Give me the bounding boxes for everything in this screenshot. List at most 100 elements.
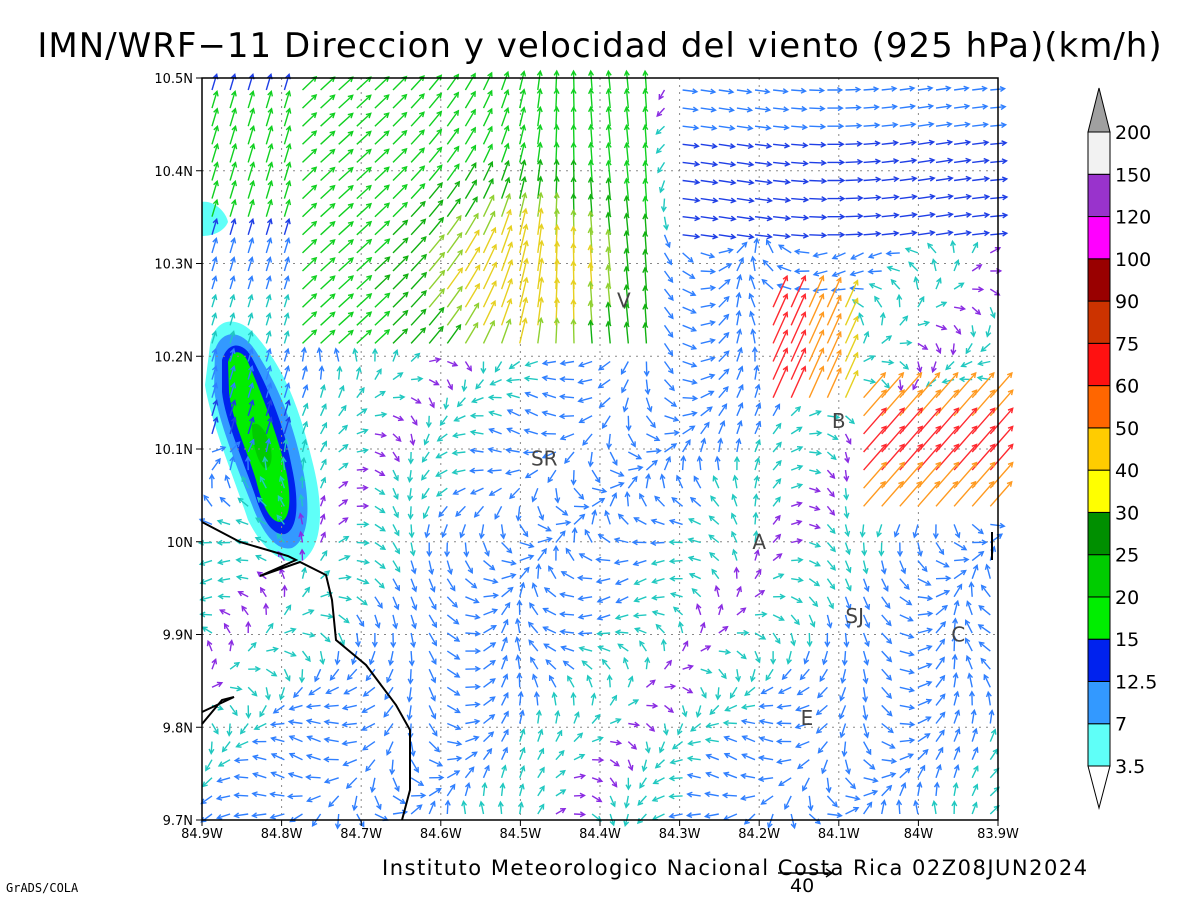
wind-arrow <box>229 347 236 362</box>
wind-arrow <box>591 497 606 507</box>
wind-arrow <box>597 360 611 371</box>
wind-arrow <box>917 748 929 761</box>
wind-arrow <box>896 799 903 815</box>
wind-arrow <box>356 503 370 510</box>
wind-arrow <box>960 360 973 368</box>
wind-arrow <box>663 379 675 392</box>
wind-arrow <box>845 104 862 111</box>
wind-arrow <box>547 469 557 484</box>
wind-arrow <box>208 473 215 489</box>
wind-arrow <box>790 365 807 398</box>
wind-arrow <box>245 620 252 634</box>
wind-arrow <box>533 691 540 706</box>
wind-arrow <box>844 542 851 556</box>
wind-arrow <box>732 474 739 489</box>
x-tick-label: 84W <box>904 827 934 842</box>
wind-arrow <box>301 365 308 380</box>
wind-arrow <box>356 614 365 628</box>
wind-arrow <box>826 330 842 362</box>
wind-arrow <box>536 87 543 109</box>
wind-arrow <box>917 211 936 218</box>
wind-arrow <box>548 674 557 688</box>
wind-arrow <box>776 264 792 272</box>
wind-arrow <box>446 578 456 592</box>
wind-arrow <box>424 524 431 539</box>
wind-arrow <box>669 591 683 598</box>
wind-arrow <box>605 69 612 91</box>
wind-arrow <box>247 416 255 435</box>
wind-arrow <box>211 382 218 398</box>
wind-arrow <box>772 632 781 645</box>
wind-arrow <box>241 475 249 489</box>
wind-arrow <box>559 376 575 383</box>
wind-arrow <box>935 301 948 308</box>
wind-arrow <box>301 420 309 435</box>
wind-arrow <box>862 596 871 611</box>
wind-arrow <box>229 72 237 91</box>
wind-arrow <box>654 759 665 769</box>
wind-arrow <box>211 72 219 91</box>
wind-arrow <box>700 106 717 113</box>
wind-arrow <box>519 223 529 254</box>
wind-arrow <box>247 161 256 181</box>
wind-arrow <box>646 433 661 442</box>
wind-arrow <box>668 793 683 800</box>
wind-arrow <box>989 480 1013 507</box>
wind-arrow <box>392 451 400 463</box>
wind-arrow <box>760 795 774 805</box>
wind-arrow <box>791 214 810 221</box>
wind-arrow <box>773 233 792 240</box>
wind-arrow <box>570 318 577 344</box>
wind-arrow <box>642 230 649 253</box>
wind-arrow <box>559 433 575 441</box>
wind-arrow <box>862 741 872 756</box>
wind-arrow <box>390 632 397 649</box>
wind-arrow <box>723 752 738 761</box>
wind-arrow <box>605 87 612 109</box>
wind-arrow <box>253 722 267 731</box>
wind-arrow <box>374 184 390 200</box>
wind-arrow <box>428 216 445 236</box>
wind-arrow <box>968 581 975 597</box>
wind-arrow <box>754 142 773 149</box>
wind-arrow <box>365 668 376 682</box>
wind-arrow <box>410 183 426 200</box>
wind-arrow <box>278 687 286 701</box>
wind-arrow <box>338 130 354 145</box>
y-tick-label: 10.4N <box>154 165 193 180</box>
wind-arrow <box>772 365 789 398</box>
wind-arrow <box>428 92 443 109</box>
wind-arrow <box>588 105 595 127</box>
wind-arrow <box>844 433 852 445</box>
wind-arrow <box>374 202 391 218</box>
wind-arrow <box>718 179 737 186</box>
wind-arrow <box>356 256 373 272</box>
wind-arrow <box>441 524 448 539</box>
wind-arrow <box>621 379 629 394</box>
wind-arrow <box>464 126 476 145</box>
wind-arrow <box>489 378 502 386</box>
wind-arrow <box>447 740 463 747</box>
colorbar-segment <box>1087 554 1111 598</box>
wind-arrow <box>247 90 255 109</box>
wind-arrow <box>778 777 792 787</box>
wind-arrow <box>500 208 512 236</box>
wind-arrow <box>899 175 918 182</box>
wind-arrow <box>535 563 542 579</box>
wind-arrow <box>682 124 700 131</box>
wind-arrow <box>917 644 933 652</box>
wind-arrow <box>596 596 611 603</box>
wind-arrow <box>537 728 544 742</box>
wind-arrow <box>736 273 743 290</box>
wind-arrow <box>874 295 883 308</box>
wind-arrow <box>989 461 1014 489</box>
wind-arrow <box>686 791 701 798</box>
wind-arrow <box>392 542 400 555</box>
colorbar-label: 200 <box>1115 122 1151 144</box>
wind-arrow <box>609 481 625 489</box>
wind-arrow <box>216 519 231 526</box>
wind-arrow <box>500 241 514 272</box>
wind-arrow <box>283 161 292 181</box>
wind-arrow <box>410 614 417 630</box>
